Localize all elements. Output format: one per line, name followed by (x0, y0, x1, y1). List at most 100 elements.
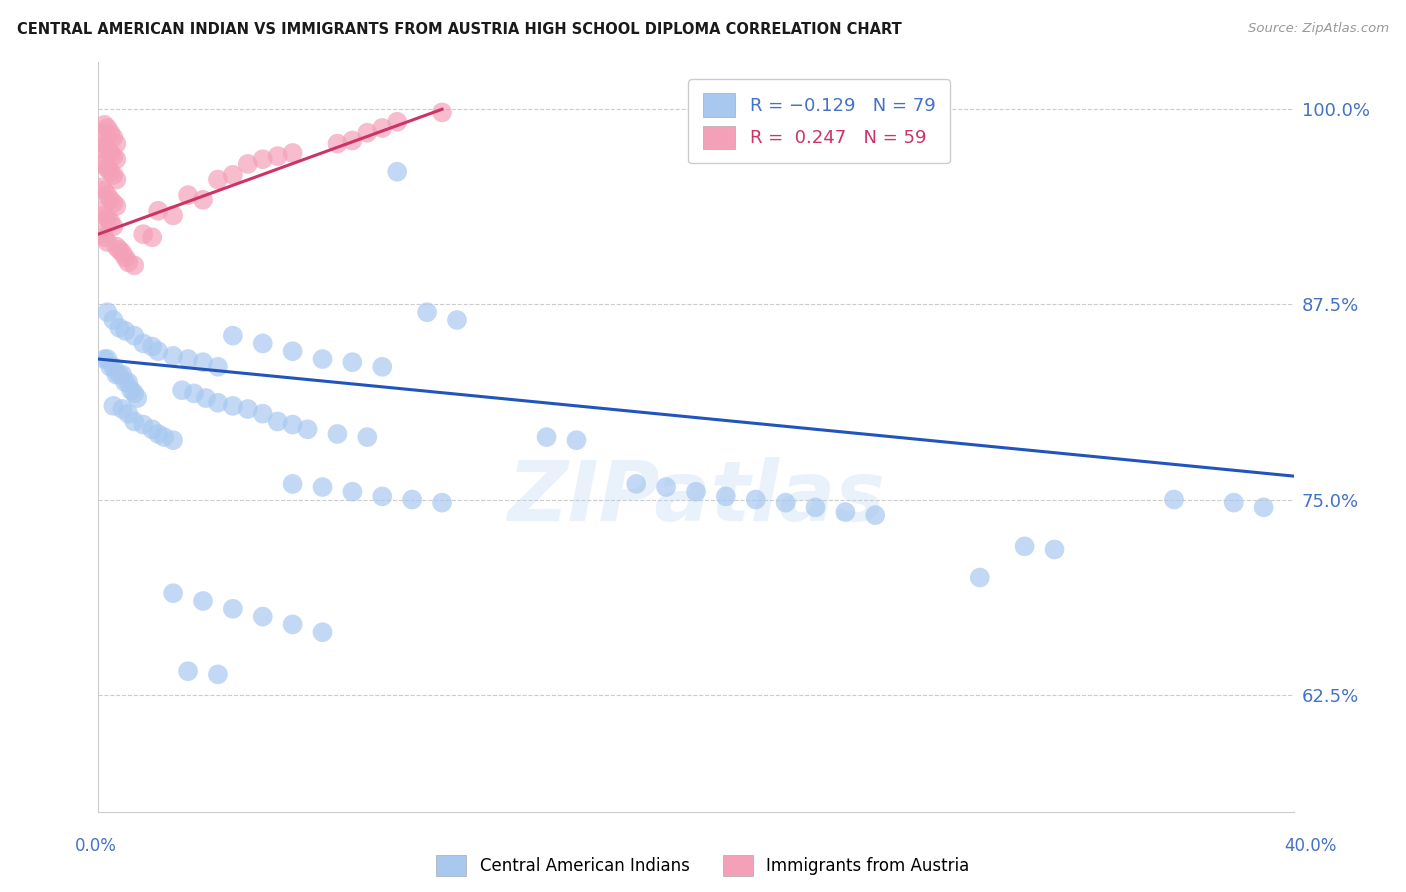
Point (236, 157, 259, 171)
Point (132, 227, 155, 241)
Point (297, 422, 319, 436)
Point (124, 386, 146, 401)
Point (775, 496, 797, 510)
Point (103, 313, 125, 327)
Point (148, 427, 170, 442)
Point (148, 344, 170, 359)
Point (252, 407, 274, 421)
Point (141, 340, 163, 354)
Point (162, 586, 184, 600)
Point (267, 149, 290, 163)
Point (90, 227, 112, 241)
Point (114, 251, 136, 265)
Point (124, 258, 146, 272)
Point (222, 399, 245, 413)
Point (371, 359, 394, 374)
Point (385, 115, 409, 129)
Point (834, 505, 856, 519)
Point (103, 149, 125, 163)
Point (105, 199, 128, 213)
Point (124, 414, 146, 429)
Point (685, 484, 707, 499)
Text: CENTRAL AMERICAN INDIAN VS IMMIGRANTS FROM AUSTRIA HIGH SCHOOL DIPLOMA CORRELATI: CENTRAL AMERICAN INDIAN VS IMMIGRANTS FR… (17, 22, 901, 37)
Point (96, 161, 118, 176)
Point (141, 422, 163, 436)
Point (252, 609, 274, 624)
Point (127, 391, 149, 405)
Point (281, 146, 304, 161)
Point (342, 355, 364, 369)
Point (536, 430, 558, 444)
Point (96, 305, 118, 319)
Point (207, 395, 229, 409)
Point (96, 120, 118, 135)
Point (177, 188, 200, 202)
Point (162, 208, 184, 222)
Point (342, 133, 364, 147)
Point (281, 477, 304, 491)
Point (311, 351, 333, 366)
Point (132, 336, 155, 351)
Legend: Central American Indians, Immigrants from Austria: Central American Indians, Immigrants fro… (430, 848, 976, 882)
Point (714, 490, 737, 504)
Text: ZIPatlas: ZIPatlas (508, 457, 884, 538)
Point (195, 391, 218, 405)
Point (356, 126, 378, 140)
Point (236, 401, 259, 416)
Point (105, 152, 128, 166)
Point (969, 571, 991, 585)
Point (98, 164, 122, 178)
Point (132, 417, 155, 432)
Point (93, 118, 115, 132)
Point (105, 239, 128, 253)
Point (1223, 496, 1246, 510)
Point (105, 368, 128, 382)
Point (356, 430, 378, 444)
Point (865, 508, 887, 523)
Point (430, 105, 453, 120)
Point (446, 313, 468, 327)
Point (93, 184, 115, 198)
Point (93, 208, 115, 222)
Point (191, 594, 214, 608)
Point (98, 146, 122, 161)
Point (114, 324, 136, 338)
Point (98, 126, 122, 140)
Point (90, 203, 112, 218)
Point (162, 349, 184, 363)
Point (96, 211, 118, 226)
Point (105, 172, 128, 186)
Point (252, 336, 274, 351)
Point (311, 480, 333, 494)
Point (90, 126, 112, 140)
Point (207, 359, 229, 374)
Text: 40.0%: 40.0% (1284, 837, 1337, 855)
Point (267, 414, 290, 429)
Point (141, 230, 163, 244)
Point (103, 219, 125, 234)
Point (177, 664, 200, 679)
Point (96, 235, 118, 249)
Point (120, 384, 142, 398)
Point (371, 490, 394, 504)
Point (565, 434, 588, 448)
Point (98, 215, 122, 229)
Point (430, 496, 453, 510)
Point (96, 351, 118, 366)
Point (93, 157, 115, 171)
Point (93, 230, 115, 244)
Point (222, 168, 245, 182)
Point (103, 130, 125, 145)
Point (311, 625, 333, 640)
Point (177, 351, 200, 366)
Point (281, 344, 304, 359)
Point (1043, 542, 1066, 557)
Point (108, 368, 131, 382)
Text: Source: ZipAtlas.com: Source: ZipAtlas.com (1249, 22, 1389, 36)
Point (326, 427, 349, 442)
Point (117, 376, 139, 390)
Point (93, 136, 115, 151)
Point (172, 384, 194, 398)
Point (416, 305, 439, 319)
Point (281, 617, 304, 632)
